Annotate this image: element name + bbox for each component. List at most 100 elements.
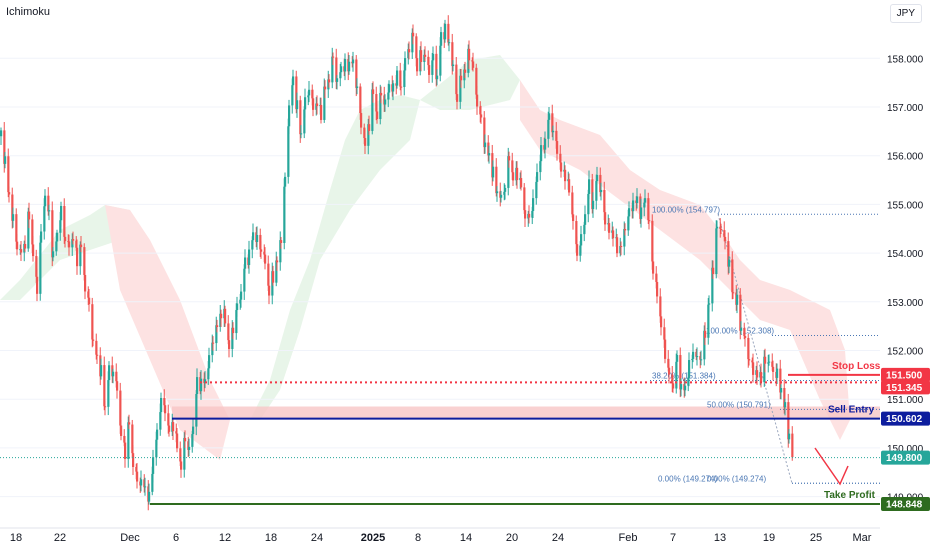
candle-body [291, 85, 294, 106]
candle-body [403, 70, 406, 87]
candle-body [595, 181, 598, 201]
candle-body [132, 453, 135, 467]
candle-body [224, 308, 227, 324]
fib-label-5: 0.00% (149.274) [707, 474, 766, 483]
currency-badge[interactable]: JPY [889, 4, 922, 23]
candle-body [712, 267, 715, 275]
candle-body [632, 200, 635, 212]
candle-body [544, 138, 547, 150]
sell-zone-band [172, 406, 880, 419]
candle-body [303, 109, 306, 134]
indicator-label[interactable]: Ichimoku [6, 6, 51, 18]
x-tick-label-6: 24 [311, 532, 323, 544]
candle-body [644, 198, 647, 203]
candle-body [428, 65, 431, 75]
x-tick-label-15: 19 [763, 532, 775, 544]
candle-body [551, 113, 554, 133]
candle-body [179, 448, 182, 462]
candle-body [311, 89, 314, 99]
candle-body [220, 313, 223, 319]
candle-body [296, 100, 299, 110]
candle-body [580, 234, 583, 246]
candle-body [316, 103, 319, 107]
price-badge-ghost [881, 380, 930, 395]
price-badge-tp [881, 497, 930, 512]
candle-body [688, 360, 691, 378]
candle-body [727, 241, 730, 267]
candle-body [444, 23, 447, 40]
candle-body [780, 388, 783, 393]
candle-body [608, 223, 611, 233]
candle-body [144, 486, 147, 488]
candle-body [40, 231, 43, 243]
candle-body [748, 359, 751, 361]
candle-body [259, 234, 262, 250]
candle-body [332, 56, 335, 58]
candle-body [603, 189, 606, 213]
candle-body [272, 271, 275, 283]
candle-body [59, 220, 62, 233]
candle-body [568, 179, 571, 193]
candle-body [3, 130, 6, 164]
candle-body [447, 23, 450, 43]
candle-body [407, 49, 410, 59]
candle-body [539, 161, 542, 173]
candle-body [363, 127, 366, 138]
candle-body [320, 104, 323, 120]
candle-body [196, 377, 199, 395]
price-badge-label-tp: 148.848 [886, 500, 923, 511]
candle-body [656, 281, 659, 297]
candle-body [43, 206, 46, 232]
candle-body [127, 422, 130, 460]
candle-body [183, 437, 186, 470]
fib-label-0: 100.00% (154.797) [652, 205, 720, 214]
candle-body [359, 86, 362, 114]
candle-body [92, 339, 95, 341]
candle-body [743, 328, 746, 337]
candle-body [707, 304, 710, 338]
candle-body [83, 247, 86, 275]
candle-body [768, 361, 771, 363]
candle-body [159, 412, 162, 430]
candle-body [540, 145, 543, 162]
candle-body [504, 187, 507, 192]
candle-body [448, 42, 451, 44]
y-axis[interactable]: 149.000150.000151.000152.000153.000154.0… [881, 54, 930, 512]
y-tick-label-2: 151.000 [887, 395, 924, 406]
candle-body [496, 191, 499, 194]
candle-body [564, 169, 567, 182]
candle-body [439, 45, 442, 76]
candle-body [412, 32, 415, 37]
candle-body [784, 402, 787, 408]
candle-body [219, 313, 222, 328]
level-name-entry: Sell Entry [828, 405, 875, 416]
candle-body [467, 48, 470, 73]
candle-body [399, 70, 402, 87]
candle-body [751, 360, 754, 363]
candle-body [244, 257, 247, 269]
candle-body [79, 244, 82, 267]
candle-body [499, 191, 502, 198]
candle-body [619, 246, 622, 254]
candle-body [51, 210, 54, 258]
candle-body [164, 405, 167, 414]
candle-body [415, 36, 418, 59]
candle-body [216, 325, 219, 328]
candle-body [695, 351, 698, 357]
candle-body [232, 327, 235, 334]
x-axis[interactable]: 18 22 Dec 6 12 18 24 2025 8 14 20 24 Feb 7 13 19 25 Mar [0, 527, 880, 544]
candle-body [263, 251, 266, 255]
candle-body [600, 189, 603, 193]
projection-arrow [814, 447, 849, 486]
candle-body [579, 245, 582, 256]
candle-body [280, 240, 283, 243]
candle-body [299, 100, 302, 135]
candle-body [48, 210, 51, 212]
candle-body [511, 160, 514, 173]
candle-body [35, 256, 38, 277]
candle-body [111, 365, 114, 377]
candle-body [180, 461, 183, 470]
candle-body [368, 124, 371, 131]
